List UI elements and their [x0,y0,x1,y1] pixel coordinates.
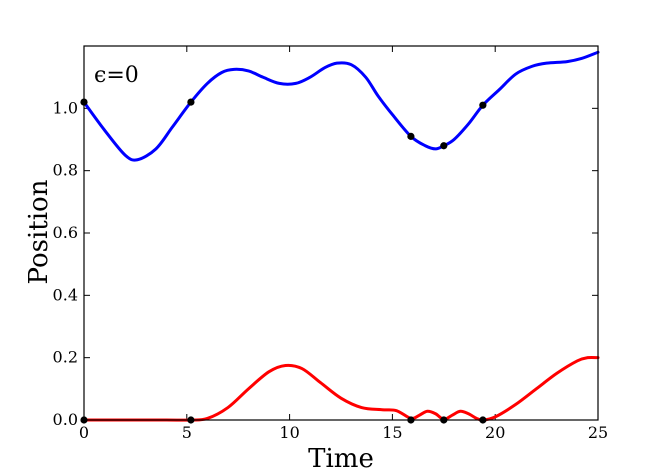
data-point-marker [440,142,448,150]
x-axis-title: Time [308,444,374,470]
x-tick-label: 10 [279,423,299,442]
y-tick-label: 1.0 [53,98,78,117]
y-tick-label: 0.6 [53,223,78,242]
epsilon-annotation: ϵ=0 [94,63,139,88]
x-tick-label: 25 [588,423,608,442]
data-point-marker [407,132,415,140]
series-line-0 [82,50,600,162]
x-tick-label: 0 [79,423,89,442]
y-tick-label: 0.2 [53,348,78,367]
x-tick-label: 20 [485,423,505,442]
y-tick-label: 0.0 [53,410,78,429]
axis-ticks [83,46,599,421]
plot-frame [83,45,599,421]
series-lines [82,50,600,422]
data-point-marker [187,98,195,106]
data-point-marker [479,101,487,109]
y-tick-label: 0.8 [53,161,78,180]
y-tick-label: 0.4 [53,285,78,304]
tick-labels: 0 5 10 15 20 25 0.0 0.2 0.4 0.6 0.8 1.0 [53,98,609,442]
x-tick-label: 5 [182,423,192,442]
series-line-1 [82,355,600,422]
point-markers [80,98,487,424]
y-axis-title: Position [24,179,54,284]
x-tick-label: 15 [382,423,402,442]
